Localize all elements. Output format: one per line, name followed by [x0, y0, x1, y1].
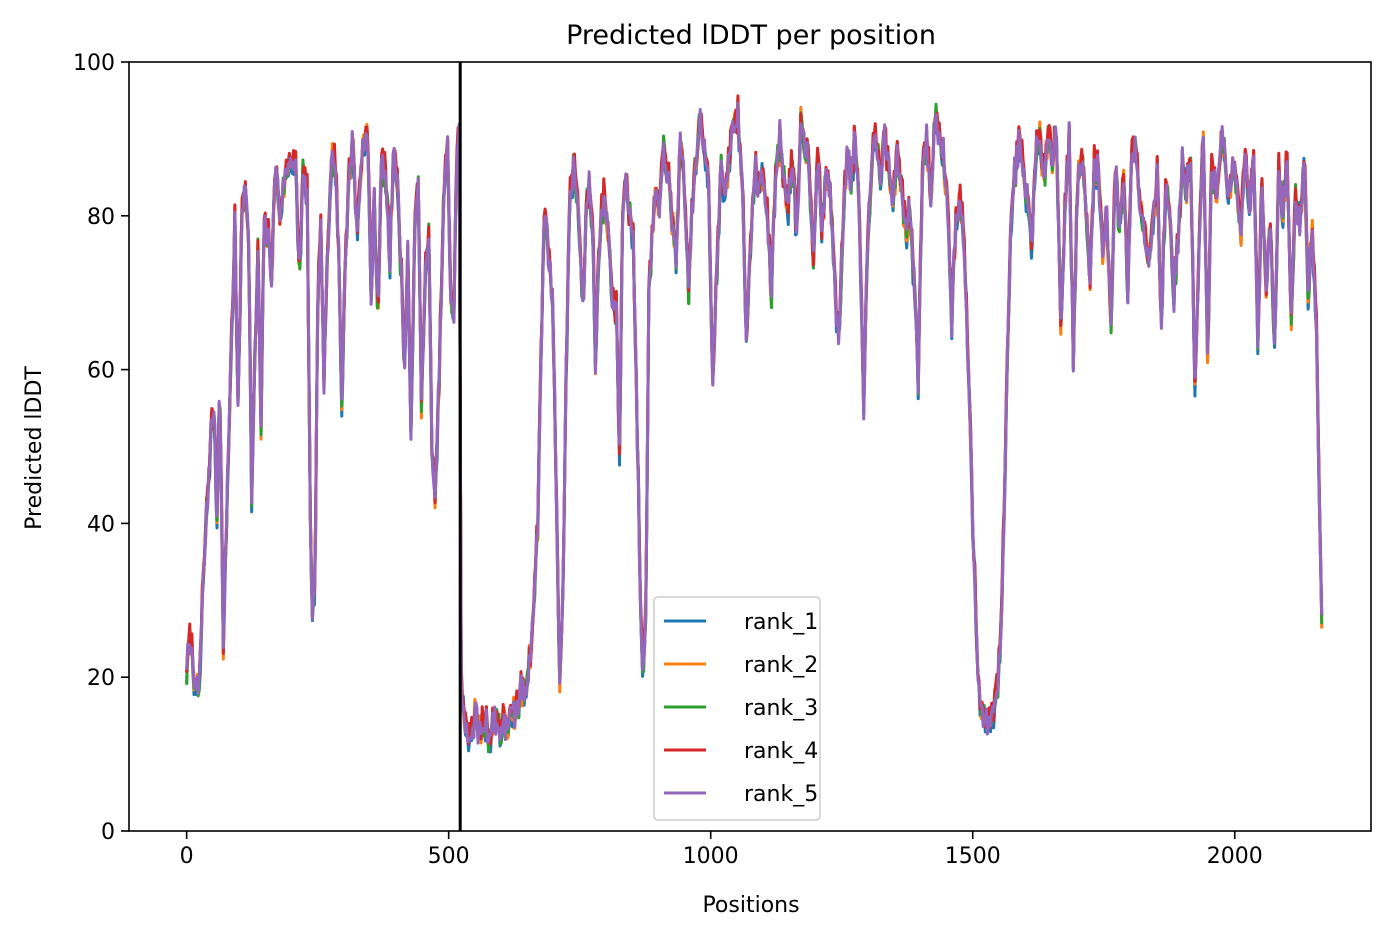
legend-label: rank_3	[744, 696, 818, 721]
legend-label: rank_4	[744, 739, 818, 764]
chart-title: Predicted lDDT per position	[566, 20, 936, 51]
x-tick-label: 2000	[1207, 844, 1263, 869]
y-tick-label: 20	[87, 666, 115, 691]
legend: rank_1 rank_2 rank_3 rank_4 rank_5	[653, 596, 821, 821]
y-tick-label: 0	[101, 820, 115, 845]
y-tick-label: 60	[87, 359, 115, 384]
plot-area: 0 500 1000 1500 2000 0 20 40 60 80 100	[73, 51, 1372, 869]
legend-label: rank_2	[744, 653, 818, 678]
x-tick-label: 1500	[945, 844, 1001, 869]
legend-label: rank_5	[744, 782, 818, 807]
x-tick-label: 500	[428, 844, 470, 869]
series-line-rank-5	[185, 101, 1324, 745]
y-axis-title: Predicted lDDT	[22, 366, 47, 530]
plot-frame	[128, 61, 1372, 832]
y-tick-label: 80	[87, 205, 115, 230]
x-tick-label: 0	[180, 844, 194, 869]
y-tick-label: 100	[73, 51, 115, 76]
legend-box	[653, 596, 821, 821]
x-tick-label: 1000	[683, 844, 739, 869]
y-tick-label: 40	[87, 512, 115, 537]
x-axis-title: Positions	[702, 893, 799, 918]
legend-label: rank_1	[744, 610, 818, 635]
